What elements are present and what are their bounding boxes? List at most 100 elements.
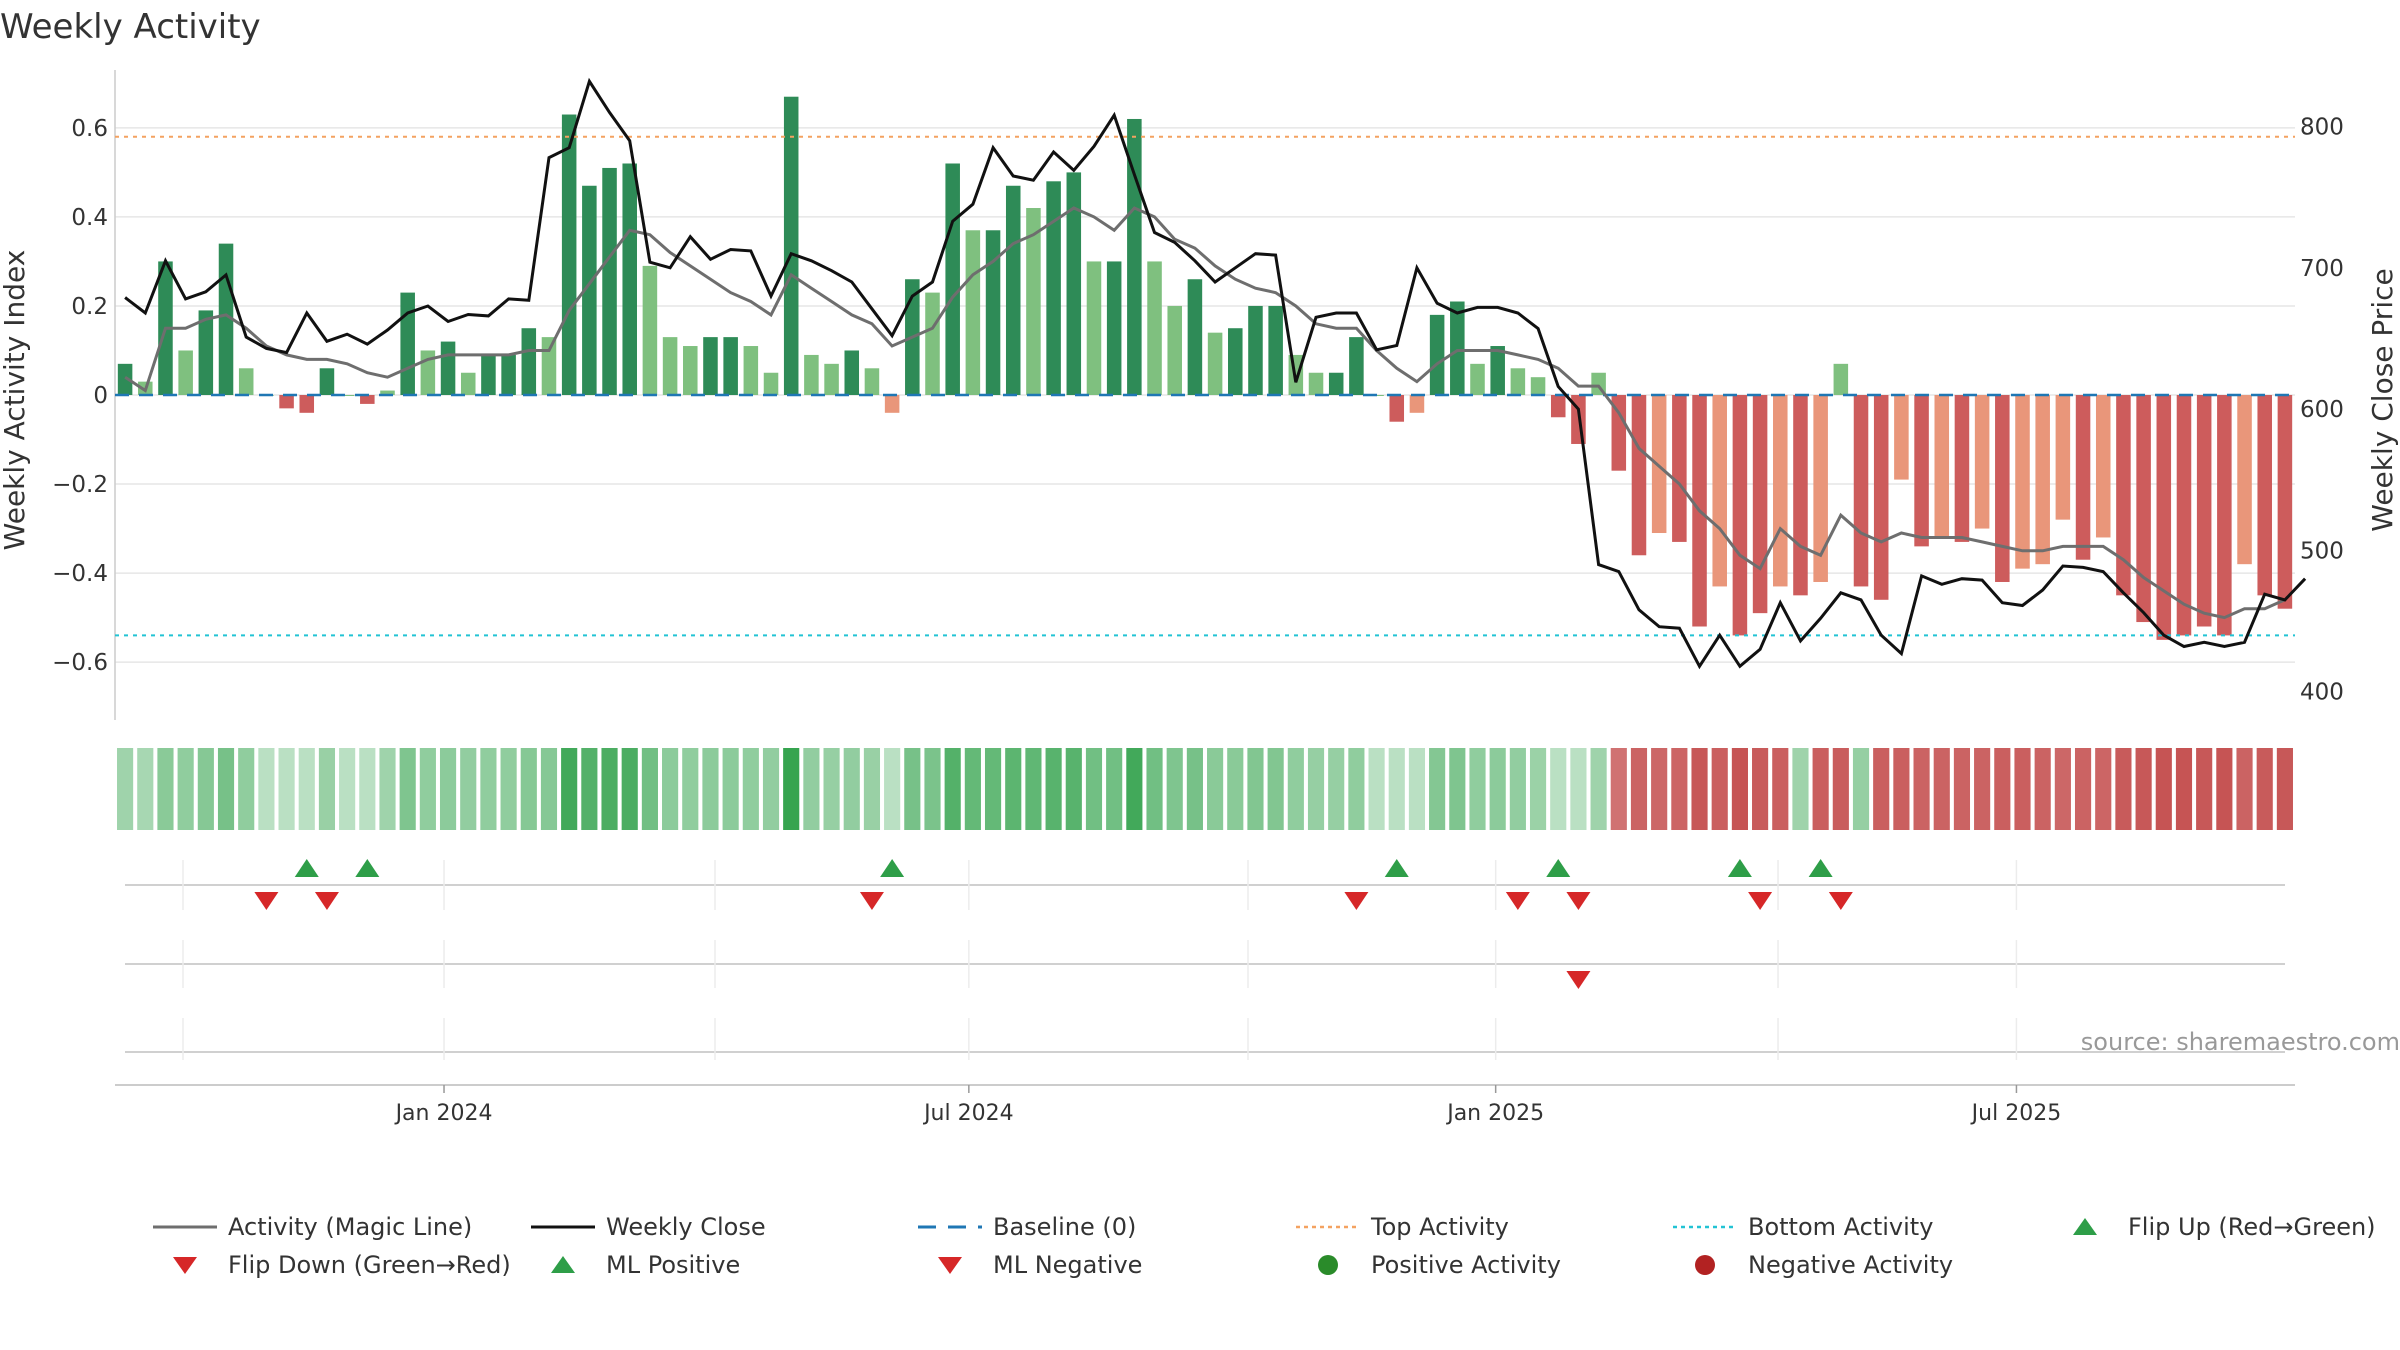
strip-cell (1287, 748, 1304, 830)
strip-cell (904, 748, 921, 830)
strip-cell (1429, 748, 1446, 830)
activity-bar (238, 368, 254, 395)
strip-cell (762, 748, 780, 830)
strip-cell (177, 748, 194, 830)
strip-cell (1772, 748, 1789, 830)
legend-item: Positive Activity (1293, 1248, 1561, 1282)
strip-cell (1207, 748, 1224, 830)
strip-cell (1267, 748, 1284, 830)
strip-cell (2276, 748, 2293, 830)
strip-cell (1792, 748, 1809, 830)
activity-bar (178, 350, 193, 395)
activity-bar (1651, 395, 1667, 534)
legend-symbol-icon (1670, 1215, 1740, 1239)
activity-bar (1187, 279, 1203, 395)
flip-up-marker (880, 859, 905, 877)
strip-cell (2256, 748, 2273, 830)
y2-axis-label: Weekly Close Price (2366, 268, 2399, 531)
activity-bar (1934, 395, 1950, 538)
flip-down-marker (1748, 892, 1773, 910)
legend-symbol-icon (915, 1215, 985, 1239)
strip-cell (964, 748, 981, 830)
legend-symbol-icon (528, 1215, 598, 1239)
strip-cell (1752, 748, 1769, 830)
strip-cell (117, 748, 134, 830)
activity-bar (1954, 395, 1970, 542)
activity-bar (400, 292, 415, 395)
legend-item: Negative Activity (1670, 1248, 1953, 1282)
activity-bar (1732, 395, 1748, 636)
legend-label: Weekly Close (606, 1213, 766, 1241)
activity-bar (1005, 185, 1021, 395)
legend-item: Top Activity (1293, 1210, 1509, 1244)
activity-bar (521, 328, 537, 395)
activity-bar (743, 346, 759, 395)
flip-down-marker (859, 892, 884, 910)
strip-cell (1852, 748, 1870, 830)
activity-bar (440, 341, 456, 395)
strip-cell (2135, 748, 2152, 830)
strip-cell (1630, 748, 1648, 830)
activity-bar (683, 346, 698, 395)
strip-cell (1832, 748, 1849, 830)
activity-bar (1429, 314, 1445, 395)
activity-bar (1248, 305, 1263, 395)
activity-bar (1995, 395, 2010, 582)
y-tick-label: −0.4 (52, 561, 108, 587)
legend-label: Top Activity (1371, 1213, 1509, 1241)
activity-bar (339, 395, 355, 396)
strip-cell (339, 748, 356, 830)
activity-bar (1611, 395, 1627, 471)
strip-cell (581, 748, 598, 830)
color-strip-panel (117, 748, 2293, 830)
strip-cell (298, 748, 315, 830)
strip-cell (2175, 748, 2193, 830)
legend-symbol-icon (150, 1215, 220, 1239)
strip-cell (1166, 748, 1183, 830)
legend-label: Negative Activity (1748, 1251, 1954, 1279)
activity-bar (1308, 372, 1324, 395)
activity-bar (723, 337, 738, 395)
y-tick-label: 0 (93, 383, 108, 409)
strip-cell (1974, 748, 1991, 830)
flip-up-marker (1546, 859, 1571, 877)
activity-bar (1894, 395, 1909, 480)
legend-symbol-icon (528, 1253, 598, 1277)
strip-cell (1388, 748, 1405, 830)
activity-bar (279, 395, 294, 409)
activity-bar (1026, 208, 1041, 395)
activity-bar (1672, 395, 1687, 542)
strip-cell (1307, 748, 1325, 830)
strip-cell (1913, 748, 1930, 830)
strip-cell (1731, 748, 1748, 830)
strip-cell (1812, 748, 1829, 830)
strip-cell (520, 748, 537, 830)
activity-bar (501, 354, 516, 395)
activity-bar (1167, 305, 1182, 395)
activity-bar (1631, 395, 1647, 556)
activity-bar (1712, 395, 1727, 587)
activity-bar (703, 337, 718, 395)
strip-cell (783, 748, 800, 830)
strip-cell (1590, 748, 1607, 830)
activity-bar (2176, 395, 2192, 636)
flip-down-marker (1505, 892, 1530, 910)
activity-bar (1066, 172, 1082, 395)
strip-cell (1933, 748, 1950, 830)
strip-cell (1186, 748, 1203, 830)
flip-down-marker (254, 892, 279, 910)
strip-cell (561, 748, 578, 830)
strip-cell (500, 748, 517, 830)
strip-cell (480, 748, 497, 830)
legend-item: Weekly Close (528, 1210, 766, 1244)
activity-bar (1530, 377, 1546, 395)
activity-bar (1773, 395, 1788, 587)
strip-cell (258, 748, 275, 830)
main-panel: 0.6 0.4 0.2 0 −0.2 −0.4 −0.6 800 700 600 500 400 (52, 70, 2344, 720)
x-tick-label: Jan 2024 (394, 1101, 493, 1126)
activity-bar (662, 337, 678, 395)
strip-cell (1045, 748, 1062, 830)
strip-cell (1328, 748, 1345, 830)
activity-bar (783, 96, 799, 395)
strip-cell (399, 748, 416, 830)
